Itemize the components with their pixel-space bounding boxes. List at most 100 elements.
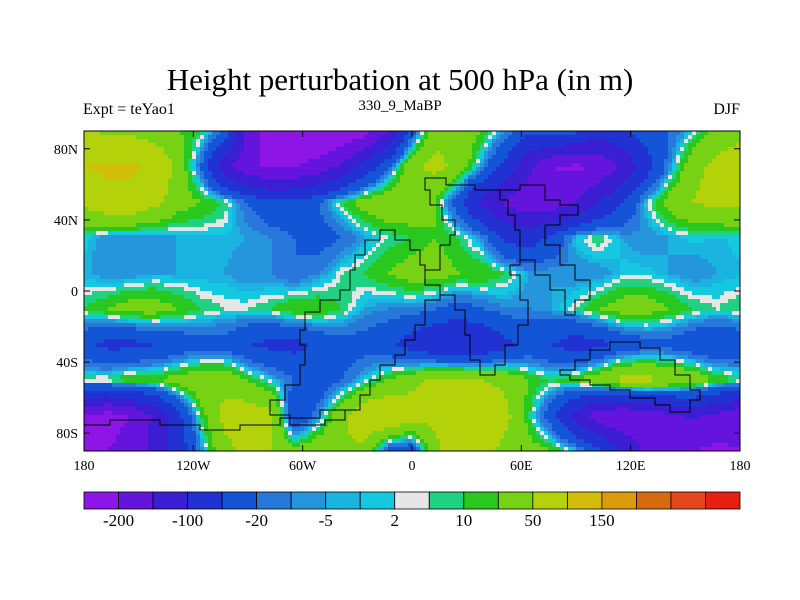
field-cell	[260, 219, 265, 224]
field-cell	[220, 203, 225, 208]
field-cell	[152, 187, 157, 192]
field-cell	[596, 247, 601, 252]
field-cell	[392, 183, 397, 188]
field-cell	[236, 159, 241, 164]
field-cell	[272, 155, 277, 160]
field-cell	[652, 203, 657, 208]
field-cell	[696, 135, 701, 140]
field-cell	[252, 203, 257, 208]
field-cell	[324, 139, 329, 144]
period-label: 330_9_MaBP	[358, 98, 442, 114]
field-cell	[200, 163, 205, 168]
field-cell	[696, 155, 701, 160]
field-cell	[696, 223, 701, 228]
field-cell	[516, 143, 521, 148]
field-cell	[112, 219, 117, 224]
field-cell	[288, 195, 293, 200]
field-cell	[376, 195, 381, 200]
field-cell	[728, 155, 733, 160]
field-cell	[88, 163, 93, 168]
field-cell	[360, 131, 365, 136]
field-cell	[100, 219, 105, 224]
field-cell	[304, 139, 309, 144]
field-cell	[120, 251, 125, 256]
field-cell	[384, 199, 389, 204]
field-cell	[152, 195, 157, 200]
field-cell	[100, 203, 105, 208]
field-cell	[352, 191, 357, 196]
field-cell	[628, 159, 633, 164]
field-cell	[164, 179, 169, 184]
field-cell	[464, 175, 469, 180]
field-cell	[608, 143, 613, 148]
field-cell	[420, 231, 425, 236]
field-cell	[152, 171, 157, 176]
field-cell	[180, 239, 185, 244]
field-cell	[232, 195, 237, 200]
field-cell	[416, 223, 421, 228]
field-cell	[316, 243, 321, 248]
field-cell	[268, 187, 273, 192]
field-cell	[568, 163, 573, 168]
field-cell	[112, 175, 117, 180]
field-cell	[444, 167, 449, 172]
field-cell	[532, 187, 537, 192]
field-cell	[632, 155, 637, 160]
field-cell	[472, 163, 477, 168]
field-cell	[172, 187, 177, 192]
field-cell	[368, 167, 373, 172]
field-cell	[316, 235, 321, 240]
field-cell	[336, 219, 341, 224]
field-cell	[108, 183, 113, 188]
field-cell	[732, 183, 737, 188]
field-cell	[636, 227, 641, 232]
field-cell	[508, 175, 513, 180]
field-cell	[280, 211, 285, 216]
field-cell	[548, 207, 553, 212]
field-cell	[624, 135, 629, 140]
field-cell	[588, 227, 593, 232]
field-cell	[732, 131, 737, 136]
field-cell	[412, 143, 417, 148]
field-cell	[532, 191, 537, 196]
field-cell	[484, 223, 489, 228]
field-cell	[332, 227, 337, 232]
field-cell	[224, 163, 229, 168]
field-cell	[496, 171, 501, 176]
field-cell	[280, 191, 285, 196]
field-cell	[720, 183, 725, 188]
field-cell	[568, 219, 573, 224]
field-cell	[640, 179, 645, 184]
field-cell	[592, 191, 597, 196]
field-cell	[352, 219, 357, 224]
field-cell	[452, 199, 457, 204]
field-cell	[716, 195, 721, 200]
field-cell	[148, 143, 153, 148]
field-cell	[648, 151, 653, 156]
field-cell	[700, 199, 705, 204]
field-cell	[668, 219, 673, 224]
field-cell	[444, 199, 449, 204]
field-cell	[616, 199, 621, 204]
field-cell	[280, 187, 285, 192]
field-cell	[168, 207, 173, 212]
field-cell	[296, 207, 301, 212]
field-cell	[408, 187, 413, 192]
field-cell	[140, 247, 145, 252]
field-cell	[736, 195, 741, 200]
field-cell	[312, 179, 317, 184]
field-cell	[244, 203, 249, 208]
field-cell	[572, 235, 577, 240]
field-cell	[624, 227, 629, 232]
field-cell	[160, 219, 165, 224]
field-cell	[92, 211, 97, 216]
field-cell	[108, 163, 113, 168]
field-cell	[400, 187, 405, 192]
field-cell	[504, 199, 509, 204]
field-cell	[576, 247, 581, 252]
field-cell	[648, 199, 653, 204]
field-cell	[284, 175, 289, 180]
field-cell	[180, 155, 185, 160]
field-cell	[704, 235, 709, 240]
field-cell	[148, 215, 153, 220]
